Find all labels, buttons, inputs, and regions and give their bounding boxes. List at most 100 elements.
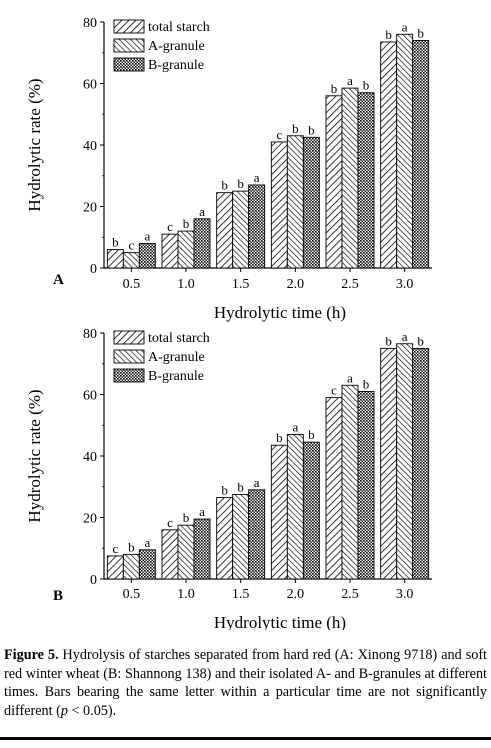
bar-b-granule (193, 218, 211, 269)
bar-a-granule (341, 87, 359, 269)
y-tick-label: 40 (83, 450, 97, 465)
significance-letter: b (292, 121, 299, 136)
x-tick-label: 2.5 (341, 277, 359, 292)
y-tick-label: 0 (90, 573, 97, 588)
significance-letter: b (363, 376, 370, 391)
significance-letter: b (417, 333, 424, 348)
significance-letter: b (237, 176, 244, 191)
significance-letter: a (199, 504, 205, 519)
bar-b-granule (138, 549, 156, 580)
x-tick-label: 1.0 (177, 277, 195, 292)
y-tick-label: 60 (83, 389, 97, 404)
legend-swatch-a-granule (113, 349, 145, 364)
caption-text-end: < 0.05). (67, 702, 117, 719)
y-axis-label: Hydrolytic rate (%) (25, 78, 44, 211)
y-axis-label: Hydrolytic rate (%) (25, 389, 44, 522)
bottom-rule (0, 737, 491, 740)
significance-letter: b (183, 510, 190, 525)
bar-b-granule (302, 441, 320, 580)
x-tick-label: 2.5 (341, 587, 359, 602)
significance-letter: a (199, 204, 205, 219)
x-tick-label: 3.0 (396, 277, 414, 292)
significance-letter: a (254, 475, 260, 490)
bar-b-granule (248, 184, 266, 269)
significance-letter: b (385, 333, 392, 348)
bar-total-starch (161, 233, 179, 269)
legend-swatch-total-starch (113, 330, 145, 345)
caption-label: Figure 5. (4, 647, 59, 663)
significance-letter: b (183, 216, 190, 231)
significance-letter: b (363, 78, 370, 93)
caption-p-symbol: p (60, 702, 68, 719)
bar-a-granule (232, 190, 250, 269)
significance-letter: b (128, 539, 135, 554)
y-tick-label: 60 (83, 78, 97, 93)
bar-total-starch (161, 529, 179, 580)
y-tick-label: 0 (90, 262, 97, 277)
significance-letter: c (331, 383, 337, 398)
significance-letter: b (237, 479, 244, 494)
legend-entry-a-granule: A-granule (148, 350, 205, 365)
bar-b-granule (412, 347, 430, 580)
y-tick-label: 80 (83, 16, 97, 31)
legend-swatch-b-granule (113, 368, 145, 383)
bar-b-granule (193, 518, 211, 580)
significance-letter: b (417, 25, 424, 40)
y-tick-label: 20 (83, 201, 97, 216)
x-tick-label: 2.0 (287, 587, 305, 602)
legend-entry-total-starch: total starch (148, 20, 210, 35)
x-tick-label: 3.0 (396, 587, 414, 602)
bar-a-granule (177, 230, 195, 269)
legend-entry-b-granule: B-granule (148, 58, 204, 73)
y-tick-label: 40 (83, 139, 97, 154)
panel-label: A (53, 272, 64, 288)
significance-letter: a (347, 73, 353, 88)
significance-letter: c (167, 219, 173, 234)
significance-letter: c (167, 515, 173, 530)
x-tick-label: 1.5 (232, 277, 250, 292)
bar-total-starch (380, 347, 398, 580)
bar-total-starch (325, 397, 343, 580)
figure-caption: Figure 5. Hydrolysis of starches separat… (4, 646, 487, 720)
legend-swatch-total-starch (113, 19, 145, 34)
significance-letter: b (112, 235, 119, 250)
significance-letter: a (254, 170, 260, 185)
legend-entry-b-granule: B-granule (148, 369, 204, 384)
y-tick-label: 80 (83, 327, 97, 342)
bar-a-granule (286, 135, 304, 269)
bar-a-granule (122, 553, 140, 580)
bar-b-granule (302, 136, 320, 269)
bar-a-granule (396, 343, 414, 580)
bar-total-starch (216, 192, 234, 269)
significance-letter: c (112, 541, 118, 556)
x-tick-label: 0.5 (123, 277, 141, 292)
legend-entry-a-granule: A-granule (148, 39, 205, 54)
panel-label: B (53, 588, 63, 604)
legend-swatch-b-granule (113, 57, 145, 72)
significance-letter: b (331, 81, 338, 96)
bar-total-starch (380, 41, 398, 269)
bar-a-granule (396, 33, 414, 269)
x-tick-label: 1.0 (177, 587, 195, 602)
x-axis-label: Hydrolytic time (h) (214, 613, 346, 630)
bar-a-granule (177, 524, 195, 580)
caption-text: Hydrolysis of starches separated from ha… (4, 647, 487, 719)
bar-b-granule (412, 40, 430, 269)
bar-b-granule (357, 92, 375, 269)
bar-total-starch (216, 497, 234, 580)
significance-letter: b (385, 27, 392, 42)
bar-total-starch (325, 95, 343, 269)
significance-letter: c (276, 127, 282, 142)
significance-letter: a (347, 370, 353, 385)
bar-a-granule (122, 252, 140, 269)
x-axis-label: Hydrolytic time (h) (214, 303, 346, 322)
bar-b-granule (357, 390, 375, 580)
x-tick-label: 0.5 (123, 587, 141, 602)
significance-letter: a (292, 419, 298, 434)
bar-b-granule (138, 242, 156, 269)
bar-total-starch (106, 249, 124, 269)
significance-letter: b (221, 178, 228, 193)
